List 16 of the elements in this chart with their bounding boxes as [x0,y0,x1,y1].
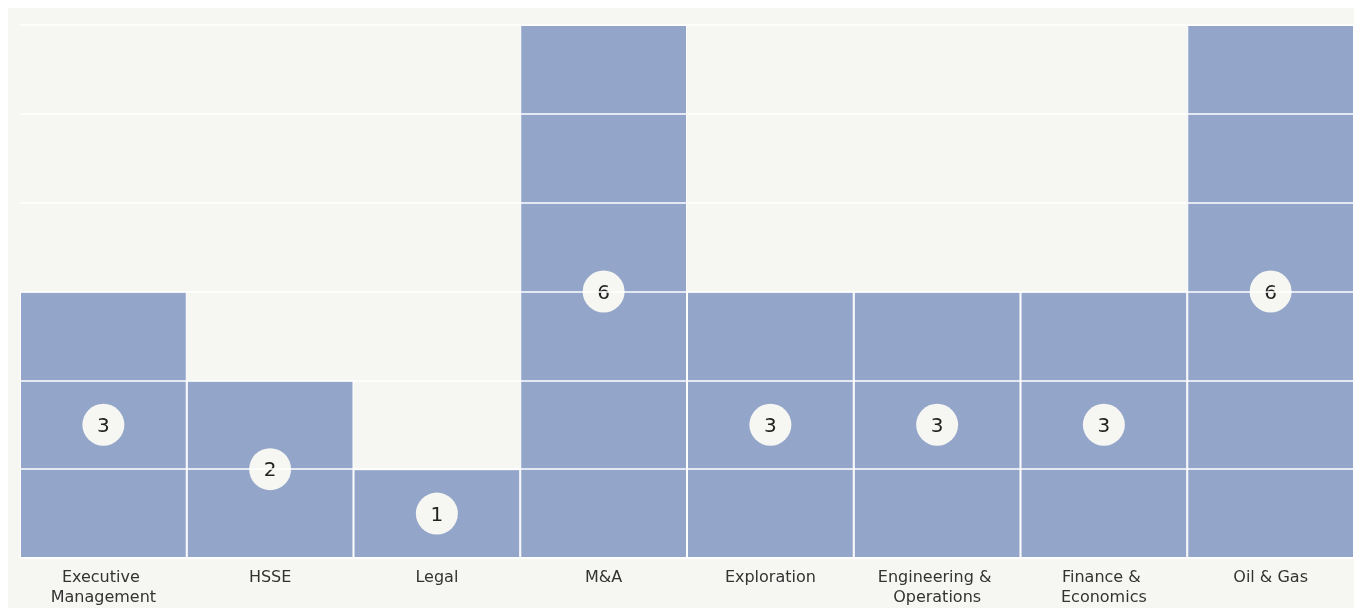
x-tick-label: HSSE [248,566,292,586]
x-tick-label: Executive Management [50,566,157,606]
x-tick-label: Legal [415,566,459,586]
x-tick-label: Oil & Gas [1233,566,1308,586]
data-label: 1 [430,501,444,526]
data-label: 3 [1097,412,1111,437]
data-label: 3 [930,412,944,437]
x-tick-label: M&A [585,566,623,586]
x-tick-label: Exploration [724,566,816,586]
data-label: 6 [597,279,610,304]
data-label: 2 [263,457,277,482]
data-label: 3 [97,412,110,437]
x-tick-label: Engineering & Operations [877,566,997,606]
data-label: 3 [764,412,777,437]
data-label: 6 [1264,279,1277,304]
x-tick-label: Finance & Economics [1060,566,1147,606]
